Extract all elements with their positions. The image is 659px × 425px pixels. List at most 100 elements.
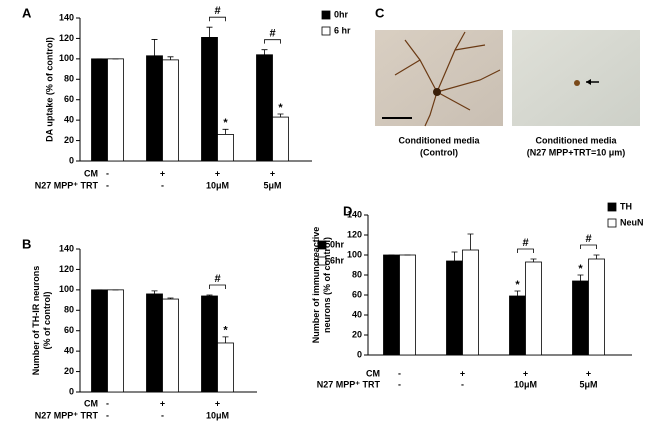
y-tick-label: 100 [347,249,362,259]
bar [462,249,479,356]
significance-mark: # [522,237,528,249]
y-axis-label: DA uptake (% of control) [44,37,54,142]
y-tick-label: 140 [347,209,362,219]
legend-label: 6 hr [334,25,351,35]
condition-value: + [460,368,465,378]
caption: Conditioned media [399,135,481,145]
y-tick-label: 0 [357,349,362,359]
significance-bracket [264,39,281,44]
bar [107,58,124,162]
significance-bracket [209,284,226,289]
legend-swatch [607,218,617,228]
condition-value: - [398,379,401,389]
y-tick-label: 120 [59,264,74,274]
error-bar [206,294,213,296]
y-tick-label: 0 [69,155,74,165]
significance-mark: * [278,102,283,114]
bar [588,258,605,356]
error-bar [151,39,158,56]
panel-letter: B [22,236,31,251]
significance-mark: # [585,233,591,245]
legend-label: NeuN [620,217,644,227]
significance-mark: # [214,5,220,17]
significance-mark: # [269,28,275,40]
y-tick-label: 20 [64,135,74,145]
bar [399,254,416,356]
y-tick-label: 120 [59,33,74,43]
y-axis-label: neurons (% of control) [322,237,332,333]
condition-value: - [106,180,109,190]
y-tick-label: 120 [347,229,362,239]
significance-bracket [580,244,597,249]
bar [162,59,179,162]
condition-value: - [106,410,109,420]
condition-value: - [161,180,164,190]
error-bar [167,297,174,300]
significance-mark: * [223,325,228,337]
condition-label: N27 MPP⁺ TRT [35,410,99,420]
error-bar [514,290,521,296]
condition-value: 10μM [206,180,229,190]
panel-letter: D [343,203,352,218]
bar [201,37,218,162]
condition-value: + [270,168,275,178]
y-tick-label: 0 [69,386,74,396]
condition-value: + [160,168,165,178]
error-bar [593,254,600,259]
caption: (N27 MPP+TRT=10 μm) [527,147,626,157]
condition-value: + [215,168,220,178]
bar [107,289,124,393]
condition-value: + [523,368,528,378]
legend-label: 0hr [330,239,345,249]
bar [272,116,289,162]
micrograph-treated [512,30,640,126]
legend-label: 0hr [334,9,349,19]
bar [446,260,463,356]
y-tick-label: 60 [352,289,362,299]
legend-swatch [321,26,331,36]
bar [525,261,542,356]
significance-bracket [209,16,226,22]
bar [146,293,163,393]
condition-value: - [461,379,464,389]
error-bar [222,336,229,343]
bar [91,289,108,393]
bar [509,295,526,356]
y-tick-label: 80 [64,305,74,315]
legend-swatch [317,256,327,266]
significance-bracket [517,248,534,253]
error-bar [467,233,474,250]
y-tick-label: 80 [64,74,74,84]
y-tick-label: 100 [59,284,74,294]
condition-value: + [586,368,591,378]
bar [146,55,163,162]
y-tick-label: 40 [64,115,74,125]
condition-label: N27 MPP⁺ TRT [35,180,99,190]
error-bar [261,49,268,55]
legend-label: TH [620,201,632,211]
condition-value: - [398,368,401,378]
error-bar [277,113,284,118]
condition-value: 5μM [579,379,597,389]
condition-value: - [161,410,164,420]
y-tick-label: 60 [64,325,74,335]
error-bar [167,56,174,60]
condition-value: 10μM [206,410,229,420]
legend-label: 6hr [330,255,345,265]
caption: Conditioned media [536,135,618,145]
error-bar [451,251,458,261]
condition-value: + [160,398,165,408]
bar [91,58,108,162]
bar [383,254,400,356]
significance-mark: * [515,279,520,291]
y-tick-label: 140 [59,12,74,22]
condition-value: - [106,168,109,178]
legend-swatch [321,10,331,20]
condition-label: CM [84,168,98,178]
y-tick-label: 20 [64,366,74,376]
condition-value: 10μM [514,379,537,389]
bar [162,298,179,393]
error-bar [206,26,213,38]
significance-mark: # [214,273,220,285]
y-axis-label: (% of control) [42,292,52,350]
